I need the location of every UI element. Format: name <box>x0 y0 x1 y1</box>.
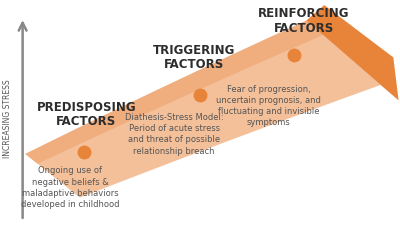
Text: INCREASING STRESS: INCREASING STRESS <box>3 80 12 158</box>
Text: Ongoing use of
negative beliefs &
maladaptive behaviors
developed in childhood: Ongoing use of negative beliefs & malada… <box>21 166 120 209</box>
Text: Diathesis-Stress Model:
Period of acute stress
and threat of possible
relationsh: Diathesis-Stress Model: Period of acute … <box>125 113 224 155</box>
Text: PREDISPOSING
FACTORS: PREDISPOSING FACTORS <box>36 100 136 128</box>
Polygon shape <box>25 20 381 198</box>
Polygon shape <box>25 20 323 164</box>
Text: REINFORCING
FACTORS: REINFORCING FACTORS <box>258 7 349 35</box>
Text: TRIGGERING
FACTORS: TRIGGERING FACTORS <box>153 44 235 71</box>
Text: Fear of progression,
uncertain prognosis, and
fluctuating and invisible
symptoms: Fear of progression, uncertain prognosis… <box>216 85 321 127</box>
Polygon shape <box>306 5 393 58</box>
Polygon shape <box>306 5 398 100</box>
